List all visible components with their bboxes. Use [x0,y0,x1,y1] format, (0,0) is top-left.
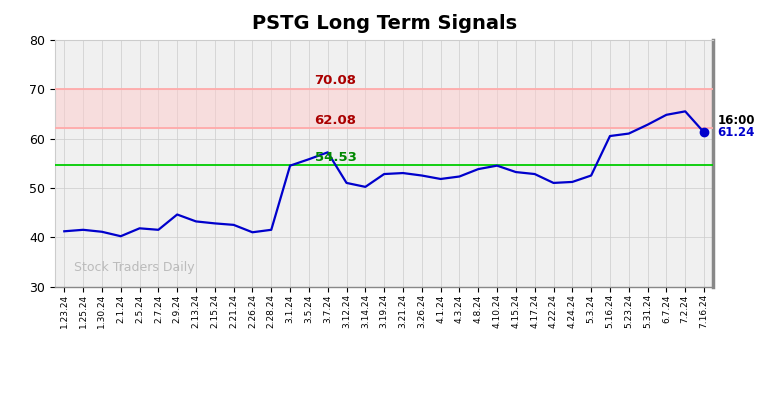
Text: Stock Traders Daily: Stock Traders Daily [74,261,194,274]
Title: PSTG Long Term Signals: PSTG Long Term Signals [252,14,517,33]
Text: 62.08: 62.08 [314,113,357,127]
Bar [55,89,713,128]
Text: 54.53: 54.53 [314,151,357,164]
Text: 16:00: 16:00 [717,114,755,127]
Text: 61.24: 61.24 [717,126,755,139]
Text: 70.08: 70.08 [314,74,357,87]
